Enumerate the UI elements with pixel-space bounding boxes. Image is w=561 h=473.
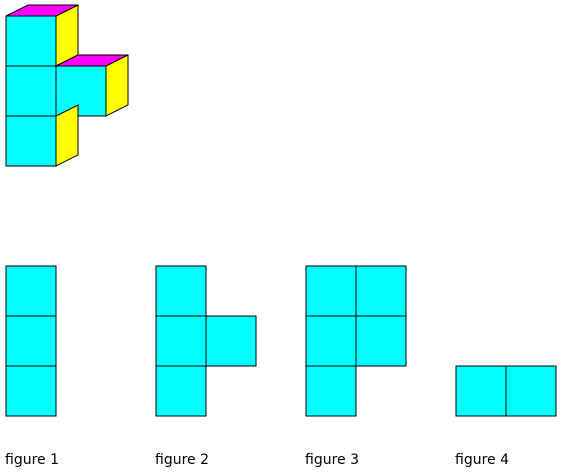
figure-3-squares: [305, 265, 407, 417]
figure-square: [355, 315, 407, 367]
figure-2-caption: figure 2: [155, 452, 209, 468]
figure-square: [305, 265, 357, 317]
figure-square: [455, 365, 507, 417]
figure-square: [305, 365, 357, 417]
figure-square: [305, 315, 357, 367]
cube-front-face: [5, 115, 57, 167]
figure-4: figure 4: [455, 365, 557, 468]
figure-square: [5, 265, 57, 317]
figure-square: [155, 315, 207, 367]
figure-2-squares: [155, 265, 257, 417]
figure-square: [155, 365, 207, 417]
cube-front-face: [5, 15, 57, 67]
figure-2: figure 2: [155, 265, 257, 468]
figure-4-caption: figure 4: [455, 452, 509, 468]
figure-1: figure 1: [5, 265, 59, 468]
cube-front-face: [55, 65, 107, 117]
figure-1-squares: [5, 265, 57, 417]
figure-square: [155, 265, 207, 317]
figure-3: figure 3: [305, 265, 407, 468]
figure-square: [505, 365, 557, 417]
figure-1-caption: figure 1: [5, 452, 59, 468]
figure-4-squares: [455, 365, 557, 417]
figure-square: [205, 315, 257, 367]
figure-3-caption: figure 3: [305, 452, 359, 468]
figure-square: [5, 365, 57, 417]
figure-square: [5, 315, 57, 367]
cube-side-face: [55, 104, 79, 167]
cube-front-face: [5, 65, 57, 117]
figure-square: [355, 265, 407, 317]
isometric-cube-solid: [5, 4, 129, 167]
